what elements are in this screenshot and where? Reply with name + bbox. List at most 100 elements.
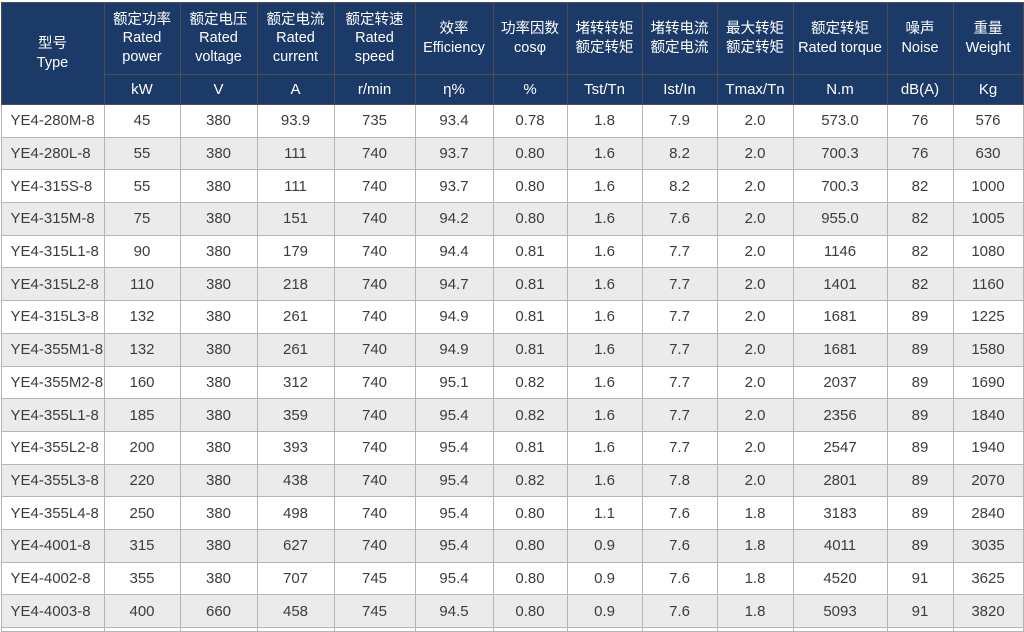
cell-rated-power: 160 xyxy=(103,365,181,400)
cell-max-torque-ratio: 1.8 xyxy=(716,528,794,563)
cell-rated-power: 400 xyxy=(103,594,181,628)
cell-rated-torque: 955.0 xyxy=(792,202,888,236)
col-header-type: 型号 Type xyxy=(0,2,105,105)
cell-rated-voltage: 380 xyxy=(179,202,258,236)
cell-noise: 89 xyxy=(886,496,954,530)
cell-efficiency: 95.4 xyxy=(414,430,494,465)
partial-cell xyxy=(333,627,416,632)
cell-locked-torque-ratio: 0.9 xyxy=(566,528,643,563)
col-header-zh: 噪声 xyxy=(905,20,935,37)
cell-locked-torque-ratio: 1.6 xyxy=(566,202,643,236)
table-row: YE4-315L1-8 90 380 179 740 94.4 0.81 1.6 7.7 2.0 1… xyxy=(0,234,1024,269)
col-header-rated-torque: 额定转矩 Rated torque xyxy=(792,2,888,75)
col-header-en: Rated speed xyxy=(354,30,395,65)
cell-rated-voltage: 660 xyxy=(179,594,258,628)
table-row: YE4-355L4-8 250 380 498 740 95.4 0.80 1.1 7.6 1.8… xyxy=(0,496,1024,530)
unit-header-efficiency: η% xyxy=(414,74,494,105)
cell-rated-power: 75 xyxy=(103,202,181,236)
cell-locked-current-ratio: 7.7 xyxy=(641,234,718,269)
cell-rated-power: 315 xyxy=(103,528,181,563)
cell-rated-current: 111 xyxy=(256,169,335,204)
cell-power-factor: 0.82 xyxy=(492,398,568,432)
cell-noise: 76 xyxy=(886,104,954,138)
cell-max-torque-ratio: 2.0 xyxy=(716,332,794,367)
partial-cell xyxy=(641,627,718,632)
cell-locked-torque-ratio: 1.6 xyxy=(566,169,643,204)
partial-cell xyxy=(492,627,568,632)
cell-type: YE4-280L-8 xyxy=(0,136,105,171)
cell-noise: 89 xyxy=(886,528,954,563)
table-row: YE4-355L3-8 220 380 438 740 95.4 0.82 1.6 7.8 2.0… xyxy=(0,463,1024,498)
cell-rated-current: 359 xyxy=(256,398,335,432)
cell-max-torque-ratio: 1.8 xyxy=(716,496,794,530)
cell-efficiency: 95.4 xyxy=(414,398,494,432)
col-header-en: cosφ xyxy=(514,39,546,56)
cell-locked-current-ratio: 7.6 xyxy=(641,202,718,236)
cell-max-torque-ratio: 2.0 xyxy=(716,365,794,400)
cell-locked-current-ratio: 7.6 xyxy=(641,561,718,596)
cell-efficiency: 95.1 xyxy=(414,365,494,400)
cell-efficiency: 94.4 xyxy=(414,234,494,269)
cell-locked-current-ratio: 7.6 xyxy=(641,496,718,530)
table-row: YE4-4001-8 315 380 627 740 95.4 0.80 0.9 7.6 1.8 4… xyxy=(0,528,1024,563)
cell-rated-torque: 3183 xyxy=(792,496,888,530)
cell-weight: 3625 xyxy=(952,561,1024,596)
cell-rated-current: 627 xyxy=(256,528,335,563)
col-header-rated-power: 额定功率 Rated power xyxy=(103,2,181,75)
cell-noise: 91 xyxy=(886,561,954,596)
cell-rated-current: 393 xyxy=(256,430,335,465)
cell-rated-torque: 2547 xyxy=(792,430,888,465)
col-header-zh: 额定电压 xyxy=(189,11,248,28)
cell-rated-power: 132 xyxy=(103,300,181,334)
cell-locked-current-ratio: 7.7 xyxy=(641,300,718,334)
cell-power-factor: 0.80 xyxy=(492,136,568,171)
cell-rated-voltage: 380 xyxy=(179,104,258,138)
cell-rated-voltage: 380 xyxy=(179,463,258,498)
cell-rated-power: 250 xyxy=(103,496,181,530)
col-header-en: 额定转矩 xyxy=(726,39,784,56)
cell-rated-speed: 735 xyxy=(333,104,416,138)
cell-rated-power: 45 xyxy=(103,104,181,138)
cell-locked-torque-ratio: 1.6 xyxy=(566,234,643,269)
table-row: YE4-355M2-8 160 380 312 740 95.1 0.82 1.6 7.7 2.0… xyxy=(0,365,1024,400)
cell-rated-torque: 1681 xyxy=(792,332,888,367)
cell-rated-current: 179 xyxy=(256,234,335,269)
cell-locked-torque-ratio: 1.6 xyxy=(566,136,643,171)
partial-cell xyxy=(952,627,1024,632)
cell-max-torque-ratio: 2.0 xyxy=(716,234,794,269)
partial-cell xyxy=(256,627,335,632)
cell-rated-power: 90 xyxy=(103,234,181,269)
col-header-en: Noise xyxy=(901,39,939,56)
cell-type: YE4-355L3-8 xyxy=(0,463,105,498)
cell-max-torque-ratio: 2.0 xyxy=(716,202,794,236)
cell-noise: 89 xyxy=(886,430,954,465)
cell-locked-torque-ratio: 1.8 xyxy=(566,104,643,138)
cell-rated-current: 261 xyxy=(256,332,335,367)
cell-power-factor: 0.81 xyxy=(492,430,568,465)
cell-weight: 576 xyxy=(952,104,1024,138)
cell-rated-voltage: 380 xyxy=(179,398,258,432)
cell-locked-current-ratio: 7.7 xyxy=(641,398,718,432)
cell-rated-torque: 1401 xyxy=(792,267,888,302)
cell-locked-current-ratio: 7.7 xyxy=(641,267,718,302)
cell-locked-current-ratio: 8.2 xyxy=(641,136,718,171)
cell-rated-voltage: 380 xyxy=(179,234,258,269)
cell-type: YE4-315L1-8 xyxy=(0,234,105,269)
cell-rated-torque: 700.3 xyxy=(792,136,888,171)
cell-rated-speed: 740 xyxy=(333,202,416,236)
cell-locked-current-ratio: 7.6 xyxy=(641,528,718,563)
cell-rated-torque: 2801 xyxy=(792,463,888,498)
cell-type: YE4-315L3-8 xyxy=(0,300,105,334)
cell-efficiency: 95.4 xyxy=(414,463,494,498)
table-row: YE4-355L2-8 200 380 393 740 95.4 0.81 1.6 7.7 2.0… xyxy=(0,430,1024,465)
cell-rated-power: 132 xyxy=(103,332,181,367)
unit-header-rated-speed: r/min xyxy=(333,74,416,105)
cell-type: YE4-355L1-8 xyxy=(0,398,105,432)
col-header-zh: 额定转速 xyxy=(345,11,404,28)
unit-header-weight: Kg xyxy=(952,74,1024,105)
col-header-zh: 堵转电流 xyxy=(650,20,709,37)
cell-locked-torque-ratio: 1.6 xyxy=(566,267,643,302)
cell-locked-torque-ratio: 0.9 xyxy=(566,594,643,628)
cell-rated-voltage: 380 xyxy=(179,169,258,204)
col-header-rated-speed: 额定转速 Rated speed xyxy=(333,2,416,75)
